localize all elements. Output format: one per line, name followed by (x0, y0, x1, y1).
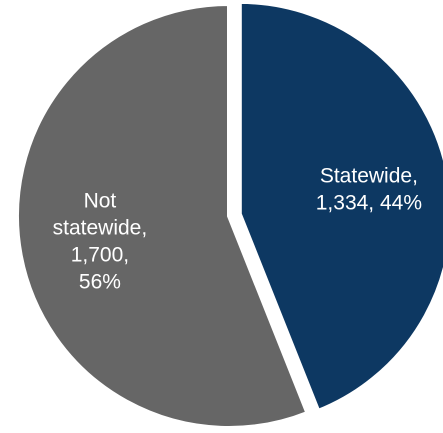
data-label-not-statewide: Not statewide, 1,700, 56% (53, 189, 148, 293)
data-label-line: Not (84, 189, 117, 212)
data-label-statewide: Statewide, 1,334, 44% (316, 165, 422, 215)
data-label-line: 1,700, (71, 243, 129, 266)
data-label-line: 1,334, 44% (316, 192, 422, 215)
pie-slice-not-statewide (15, 1, 311, 430)
pie-data-labels: Statewide, 1,334, 44% Not statewide, 1,700, 5… (53, 165, 422, 294)
data-label-line: 56% (79, 270, 121, 293)
pie-slices (15, 0, 443, 430)
pie-slice-statewide (237, 0, 443, 414)
data-label-line: statewide, (53, 216, 148, 239)
data-label-line: Statewide, (320, 165, 418, 188)
